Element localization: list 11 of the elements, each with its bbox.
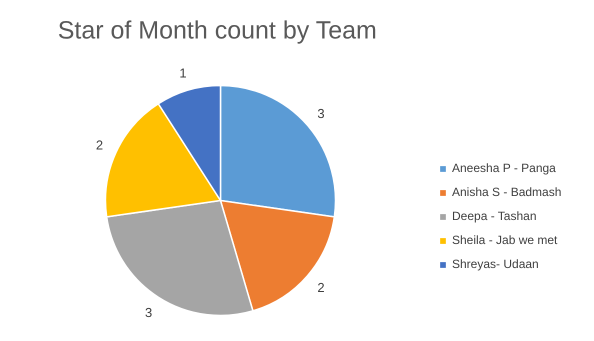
legend-label: Aneesha P - Panga: [452, 161, 556, 175]
legend-label: Deepa - Tashan: [452, 209, 537, 223]
legend-label: Sheila - Jab we met: [452, 233, 558, 247]
data-label: 1: [179, 65, 187, 80]
data-label: 3: [317, 106, 325, 121]
chart-title: Star of Month count by Team: [58, 16, 377, 44]
data-label: 2: [317, 280, 325, 296]
legend-label: Shreyas- Udaan: [452, 257, 539, 271]
data-label: 2: [96, 138, 104, 153]
legend-label: Anisha S - Badmash: [452, 185, 562, 199]
data-label: 3: [144, 304, 152, 320]
